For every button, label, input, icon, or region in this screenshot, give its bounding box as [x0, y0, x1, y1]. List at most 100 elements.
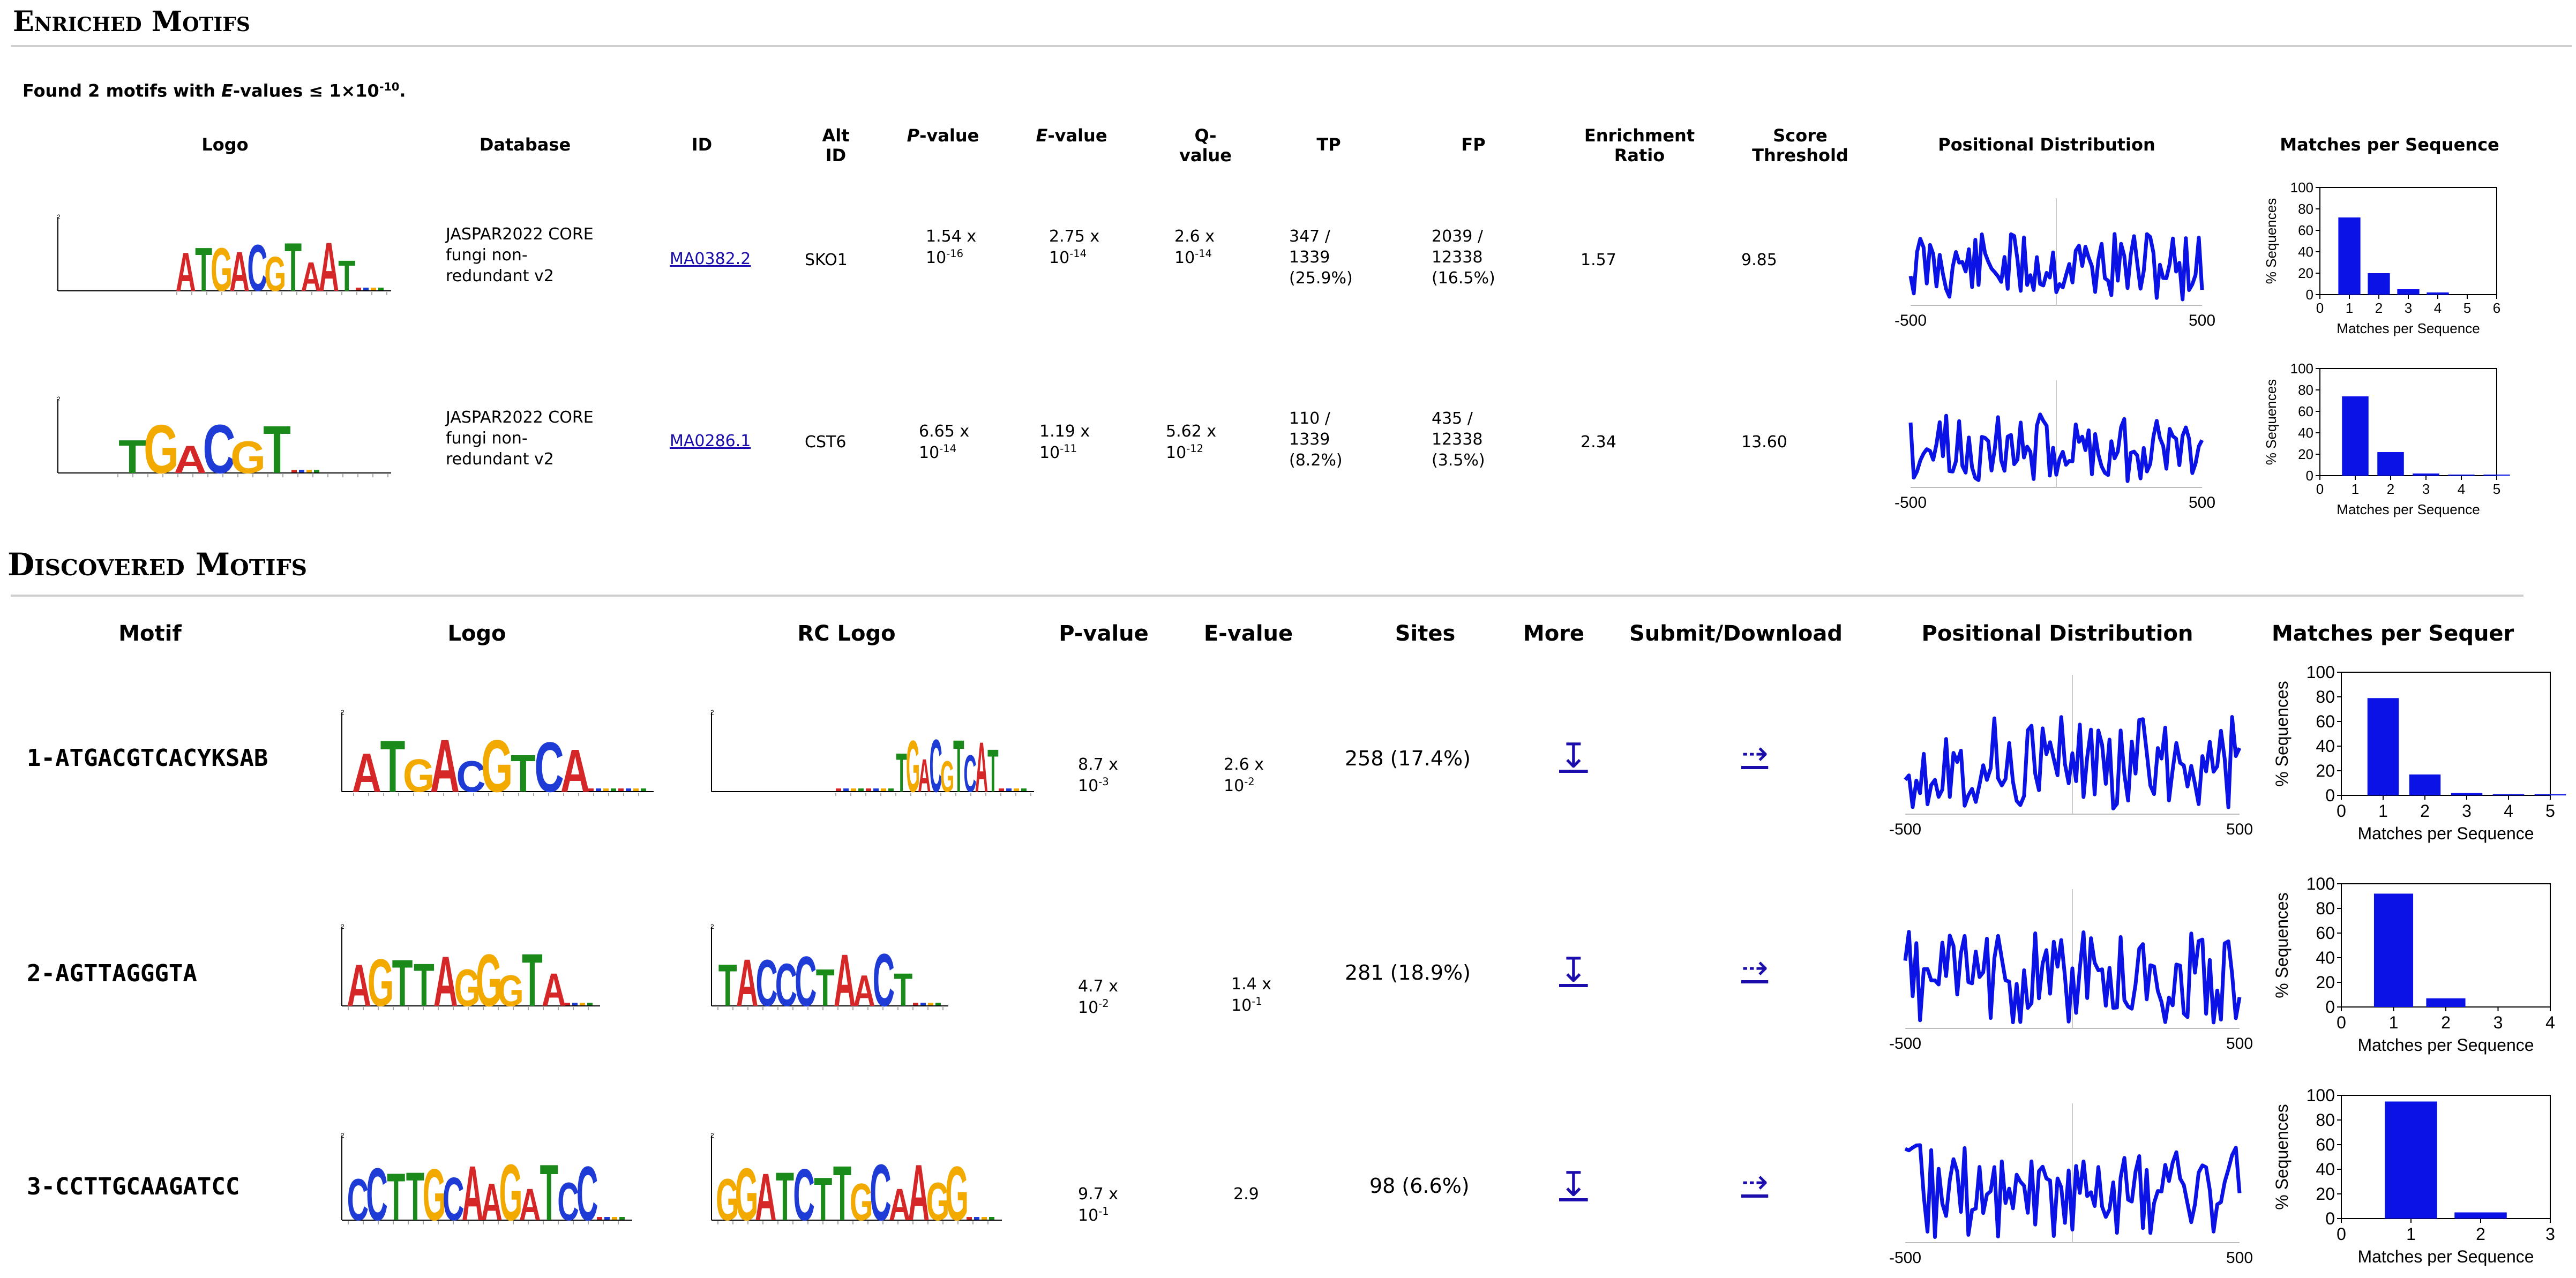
motif-id-link[interactable]: MA0382.2 — [670, 250, 751, 268]
logo-letter: C — [793, 1154, 815, 1236]
logo-minor-glyph — [967, 1217, 972, 1220]
score-threshold-cell: 9.85 — [1741, 251, 1777, 269]
qvalue-cell: 2.6 x 10-14 — [1174, 227, 1215, 267]
logo-minor-glyph — [603, 788, 609, 791]
tp-cell: 110 /1339 (8.2%) — [1289, 409, 1343, 470]
header-logo: Logo — [447, 621, 506, 646]
logo-minor-glyph — [597, 1217, 602, 1220]
logo-minor-glyph — [587, 1003, 593, 1005]
logo-letter: A — [229, 240, 250, 303]
logo-letter: G — [850, 1173, 873, 1231]
logo-minor-glyph — [866, 788, 871, 791]
bar-frame — [2341, 883, 2551, 1008]
bar-y-tick-label: 0 — [2306, 287, 2313, 303]
bar-y-tick-label: 0 — [2325, 997, 2335, 1017]
pos-tick-label: 500 — [2189, 494, 2215, 512]
bar — [2413, 473, 2439, 476]
logo-letter: G — [144, 411, 179, 488]
logo-letter: A — [519, 1180, 541, 1230]
logo-letter: T — [380, 725, 406, 807]
logo-minor-glyph — [314, 470, 319, 472]
bar — [2451, 793, 2483, 795]
logo-minor-glyph — [913, 1003, 918, 1005]
more-download-icon[interactable]: ↧ — [1559, 1165, 1588, 1205]
logo-letter: T — [118, 431, 146, 484]
pvalue-cell: 9.7 x 10-1 — [1078, 1185, 1118, 1225]
logo-minor-glyph — [974, 1217, 979, 1220]
logo-axis-label: 2 — [710, 923, 714, 930]
bar — [2483, 475, 2510, 476]
sites-cell: 98 (6.6%) — [1369, 1174, 1470, 1198]
bar-x-tick-label: 5 — [2493, 481, 2500, 497]
bar-y-tick-label: 80 — [2316, 687, 2335, 706]
submit-arrow-icon[interactable]: ⇢ — [1741, 1163, 1769, 1201]
enriched-motifs-title: Enriched Motifs — [13, 5, 250, 38]
logo-minor-glyph — [580, 1003, 585, 1005]
logo-minor-glyph — [1021, 788, 1027, 791]
header-alt-id: Alt ID — [822, 125, 850, 166]
bar — [2492, 794, 2525, 795]
evalue-cell: 1.19 x 10-11 — [1039, 422, 1090, 462]
logo-letter: G — [264, 246, 286, 302]
bar-x-label: Matches per Sequence — [2357, 824, 2534, 843]
pos-trace — [1904, 1143, 2242, 1239]
logo-letter: G — [940, 753, 954, 802]
bar-x-label: Matches per Sequence — [2337, 501, 2480, 517]
logo-letter: A — [462, 1150, 484, 1237]
logo-letter: C — [456, 751, 485, 801]
logo-minor-glyph — [1006, 788, 1012, 791]
bar-y-tick-label: 0 — [2325, 1209, 2335, 1228]
more-download-icon[interactable]: ↧ — [1559, 951, 1588, 990]
logo-minor-glyph — [565, 1003, 570, 1005]
database-cell: JASPAR2022 CORE fungi non-redundant v2 — [446, 408, 594, 469]
logo-minor-glyph — [843, 788, 849, 791]
discovered-motifs-title: Discovered Motifs — [8, 546, 308, 583]
logo-letter: C — [247, 231, 267, 305]
logo-letter: G — [716, 1166, 739, 1233]
logo-letter: C — [203, 411, 235, 488]
header-pvalue: P-value — [1059, 621, 1149, 646]
bar — [2367, 698, 2399, 795]
positional-distribution-plot: -500 500 — [1889, 889, 2253, 1053]
motif-id-link[interactable]: MA0286.1 — [670, 432, 751, 450]
bar-x-tick-label: 5 — [2463, 300, 2471, 316]
fp-cell: 2039 /12338 (16.5%) — [1432, 227, 1495, 288]
bar-x-label: Matches per Sequence — [2337, 320, 2480, 336]
bar-y-tick-label: 40 — [2298, 425, 2313, 441]
bar-y-tick-label: 0 — [2306, 468, 2313, 484]
logo-minor-glyph — [999, 788, 1004, 791]
bar-y-label: % Sequences — [2272, 681, 2292, 786]
logo-minor-glyph — [928, 1003, 933, 1005]
bar-y-label: % Sequences — [2272, 1104, 2292, 1209]
bar-y-tick-label: 20 — [2298, 446, 2313, 462]
database-cell: JASPAR2022 CORE fungi non-redundant v2 — [446, 225, 594, 285]
bar-y-tick-label: 80 — [2298, 382, 2313, 398]
logo-letter: C — [870, 1148, 891, 1237]
pos-tick-label: -500 — [1889, 821, 1921, 838]
matches-per-sequence-chart: 0 20 40 60 80 100 0 1 2 3 4 Matches per Sequence % S… — [2272, 874, 2555, 1055]
alt-id-cell: CST6 — [805, 433, 847, 452]
logo-minor-glyph — [363, 288, 369, 290]
bar-y-tick-label: 20 — [2316, 761, 2335, 780]
logo-minor-glyph — [611, 788, 616, 791]
logo-minor-glyph — [572, 1003, 578, 1005]
score-threshold-cell: 13.60 — [1741, 433, 1787, 452]
submit-arrow-icon[interactable]: ⇢ — [1741, 949, 1769, 987]
more-download-icon[interactable]: ↧ — [1559, 736, 1588, 776]
bar — [2385, 1101, 2437, 1219]
header-fp: FP — [1461, 134, 1486, 155]
logo-letter: A — [430, 724, 460, 807]
logo-letter: C — [964, 743, 977, 803]
logo-letter: A — [853, 967, 875, 1016]
pos-tick-label: 500 — [2189, 312, 2215, 329]
logo-minor-glyph — [633, 788, 639, 791]
logo-letter: A — [319, 228, 339, 306]
evalue-cell: 1.4 x 10-1 — [1231, 975, 1271, 1015]
matches-per-sequence-chart: 0 20 40 60 80 100 0 1 2 3 4 5 Matches per Sequence % … — [2272, 663, 2566, 843]
logo-letter: T — [894, 964, 912, 1016]
logo-letter: A — [301, 253, 321, 299]
submit-arrow-icon[interactable]: ⇢ — [1741, 735, 1769, 772]
logo-minor-glyph — [873, 788, 879, 791]
